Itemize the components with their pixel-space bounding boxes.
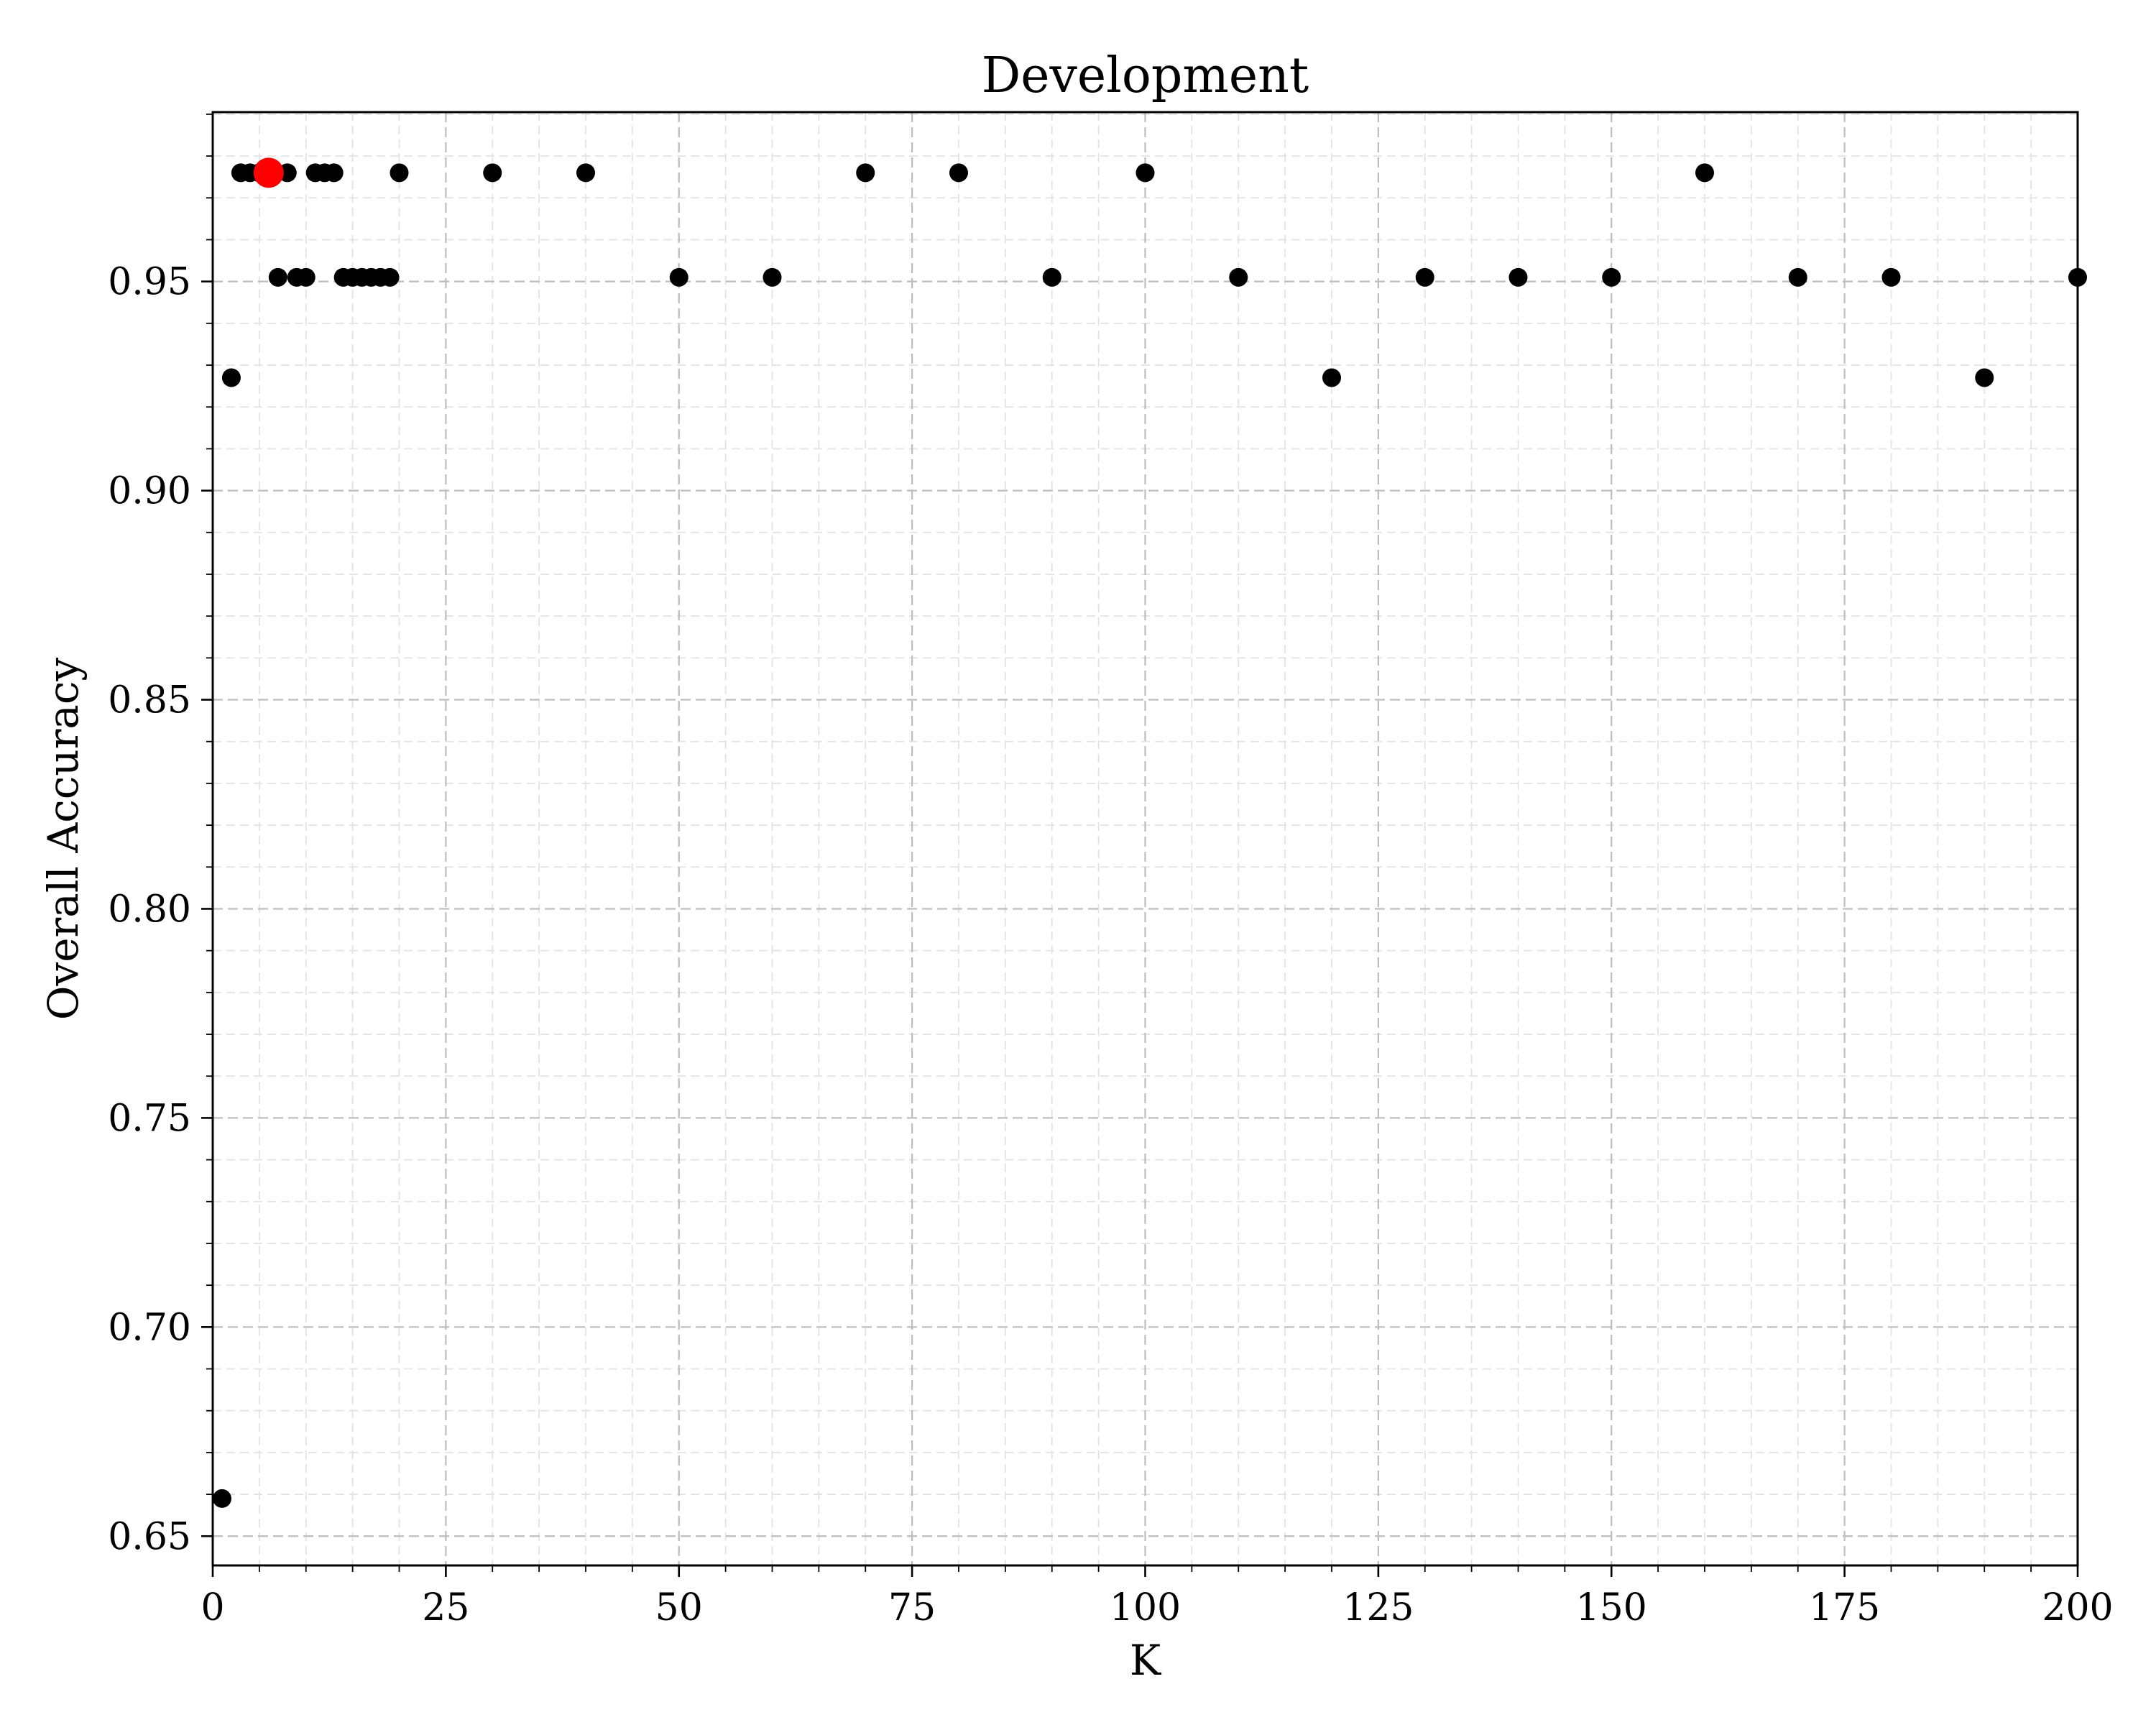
x-tick-label: 50 — [655, 1586, 703, 1629]
data-point — [1415, 267, 1434, 287]
x-tick-label: 175 — [1809, 1586, 1880, 1629]
data-point — [763, 267, 782, 287]
x-tick-label: 125 — [1342, 1586, 1414, 1629]
highlighted-point — [253, 157, 284, 188]
y-tick-label: 0.95 — [108, 261, 191, 304]
data-point — [483, 163, 502, 183]
data-point — [1788, 267, 1807, 287]
data-point — [1135, 163, 1155, 183]
x-tick-label: 150 — [1576, 1586, 1647, 1629]
x-tick-label: 200 — [2042, 1586, 2113, 1629]
data-point — [1695, 163, 1714, 183]
data-point — [1229, 267, 1248, 287]
y-tick-label: 0.70 — [108, 1306, 191, 1349]
data-point — [212, 1489, 231, 1508]
data-point — [380, 267, 400, 287]
data-point — [949, 163, 968, 183]
y-tick-label: 0.75 — [108, 1097, 191, 1140]
data-point — [669, 267, 688, 287]
data-point — [1975, 368, 1994, 387]
data-point — [1042, 267, 1061, 287]
data-point — [1602, 267, 1621, 287]
x-axis-label: K — [1130, 1636, 1162, 1685]
tick-labels: 0 25 50 75 100 125 150 175 200 0.65 0.70 0.75 0.80 0.… — [108, 261, 2113, 1629]
data-point — [1508, 267, 1528, 287]
x-tick-label: 75 — [888, 1586, 936, 1629]
data-point — [576, 163, 595, 183]
y-tick-label: 0.90 — [108, 470, 191, 513]
x-tick-label: 0 — [201, 1586, 224, 1629]
y-axis-label: Overall Accuracy — [39, 658, 88, 1020]
y-tick-label: 0.85 — [108, 679, 191, 722]
data-point — [856, 163, 875, 183]
x-tick-label: 25 — [422, 1586, 469, 1629]
plot-frame — [211, 111, 2079, 1567]
data-point — [221, 368, 241, 387]
y-tick-label: 0.65 — [108, 1515, 191, 1558]
data-point — [268, 267, 287, 287]
data-point — [390, 163, 409, 183]
chart-title: Development — [982, 47, 1309, 104]
data-point — [1881, 267, 1901, 287]
axis-ticks — [201, 114, 2079, 1577]
data-point — [296, 267, 315, 287]
data-point — [324, 163, 344, 183]
x-tick-label: 100 — [1110, 1586, 1181, 1629]
data-point — [1322, 368, 1341, 387]
y-tick-label: 0.80 — [108, 888, 191, 931]
major-gridlines — [213, 112, 2078, 1565]
